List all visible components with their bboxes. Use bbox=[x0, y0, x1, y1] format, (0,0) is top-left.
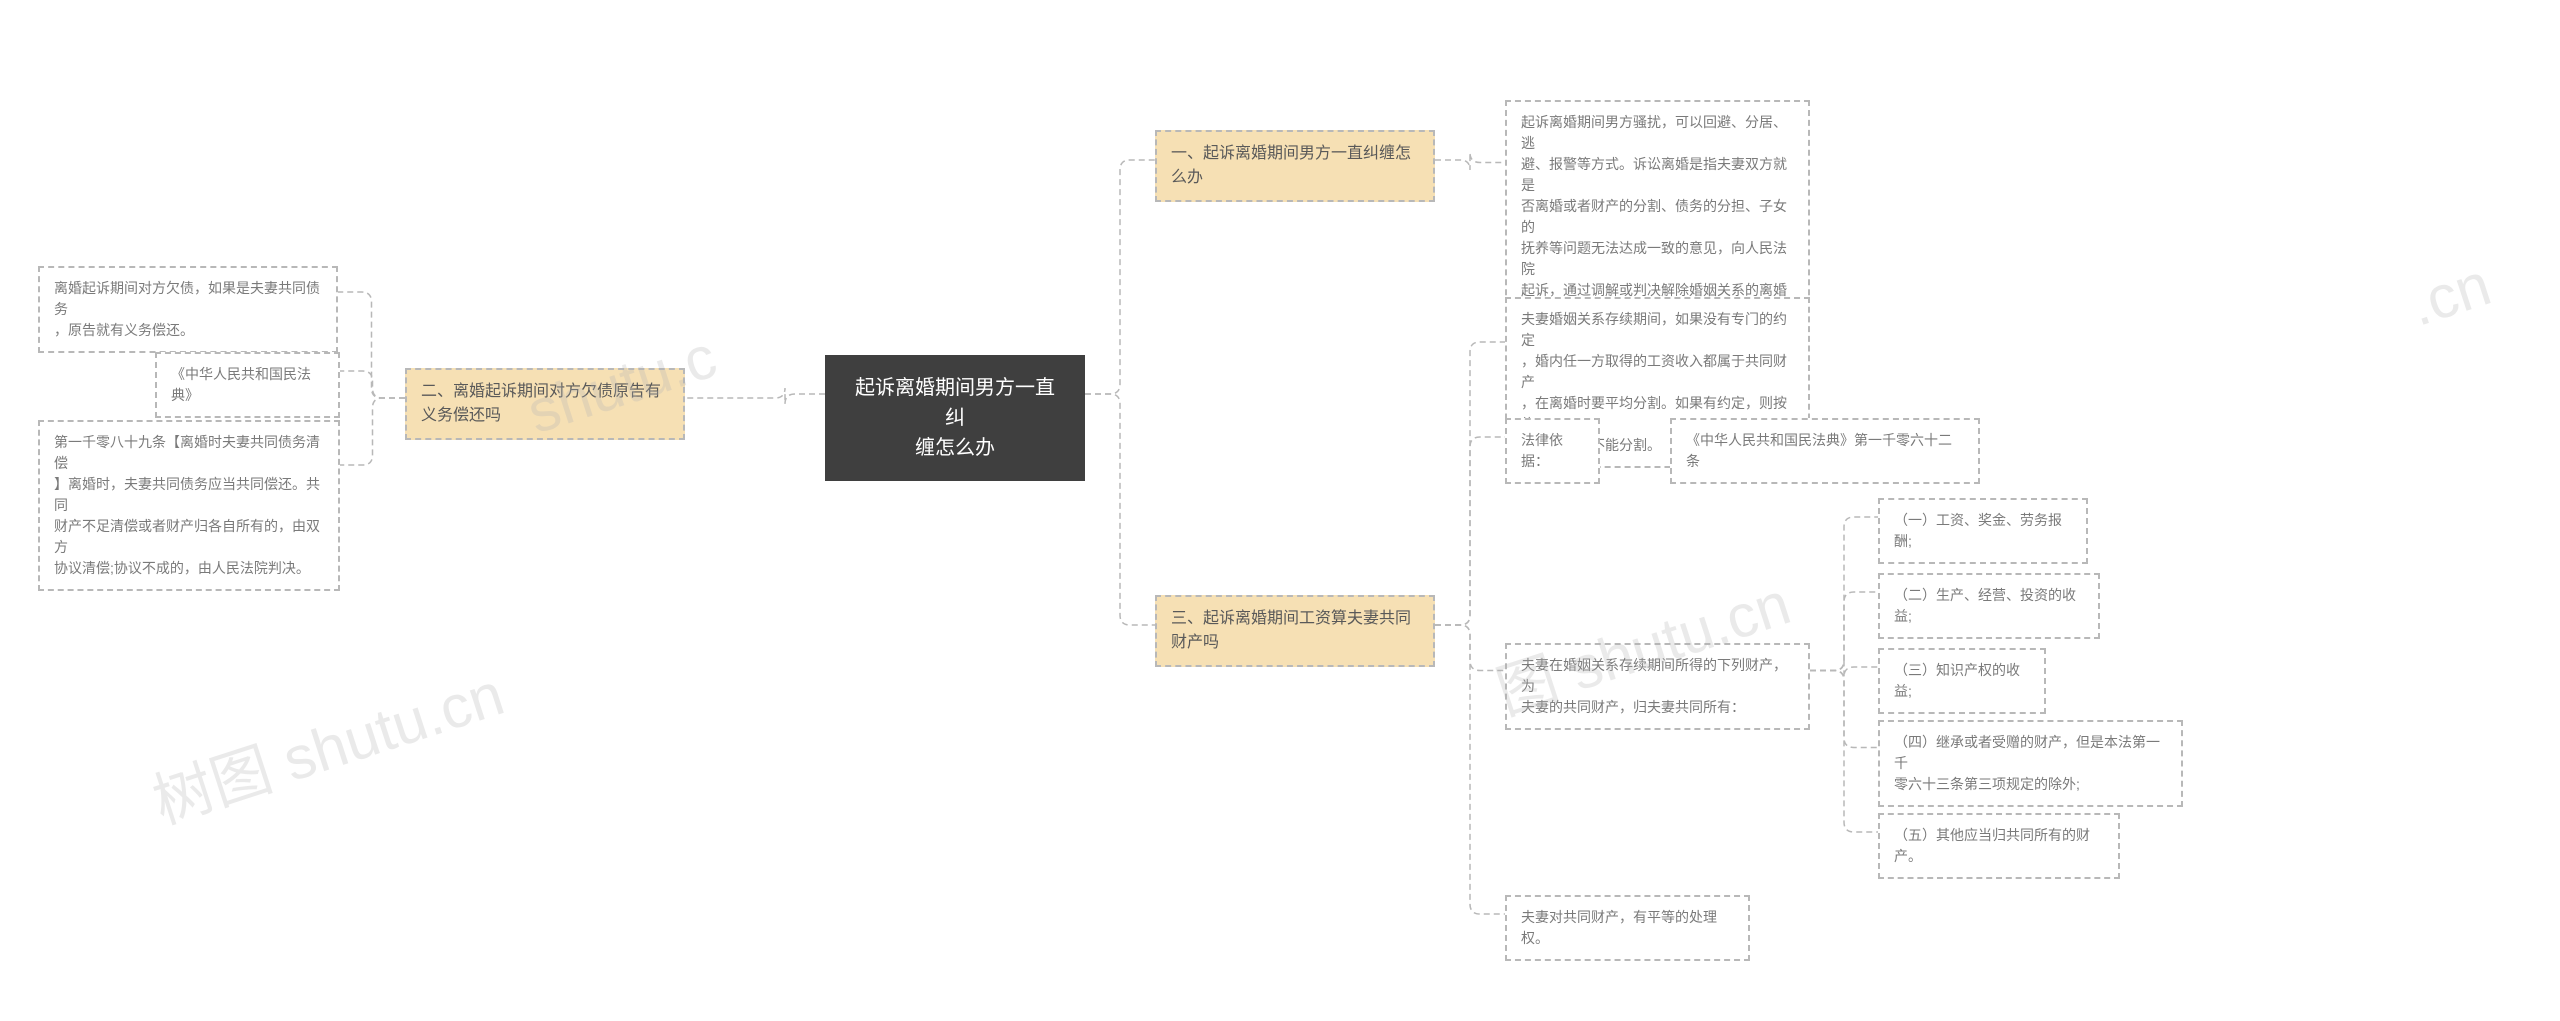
leaf-node-b3c3b: （二）生产、经营、投资的收益; bbox=[1878, 573, 2100, 639]
leaf-node-b3c3c: （三）知识产权的收益; bbox=[1878, 648, 2046, 714]
leaf-node-b3c3: 夫妻在婚姻关系存续期间所得的下列财产，为 夫妻的共同财产，归夫妻共同所有： bbox=[1505, 643, 1810, 730]
leaf-node-b2c3: 第一千零八十九条【离婚时夫妻共同债务清偿 】离婚时，夫妻共同债务应当共同偿还。共… bbox=[38, 420, 340, 591]
leaf-node-b3c3d: （四）继承或者受赠的财产，但是本法第一千 零六十三条第三项规定的除外; bbox=[1878, 720, 2183, 807]
leaf-node-b3c3e: （五）其他应当归共同所有的财产。 bbox=[1878, 813, 2120, 879]
leaf-node-b3c2a: 《中华人民共和国民法典》第一千零六十二条 bbox=[1670, 418, 1980, 484]
watermark-0: 树图 shutu.cn bbox=[140, 646, 513, 841]
leaf-node-b2c1: 离婚起诉期间对方欠债，如果是夫妻共同债务 ，原告就有义务偿还。 bbox=[38, 266, 338, 353]
branch-node-b3: 三、起诉离婚期间工资算夫妻共同 财产吗 bbox=[1155, 595, 1435, 667]
root-node: 起诉离婚期间男方一直纠 缠怎么办 bbox=[825, 355, 1085, 481]
leaf-node-b3c2: 法律依据： bbox=[1505, 418, 1600, 484]
branch-node-b2: 二、离婚起诉期间对方欠债原告有 义务偿还吗 bbox=[405, 368, 685, 440]
leaf-node-b3c3a: （一）工资、奖金、劳务报酬; bbox=[1878, 498, 2088, 564]
leaf-node-b3c4: 夫妻对共同财产，有平等的处理权。 bbox=[1505, 895, 1750, 961]
branch-node-b1: 一、起诉离婚期间男方一直纠缠怎 么办 bbox=[1155, 130, 1435, 202]
leaf-node-b2c2: 《中华人民共和国民法典》 bbox=[155, 352, 340, 418]
watermark-3: .cn bbox=[2401, 249, 2498, 339]
